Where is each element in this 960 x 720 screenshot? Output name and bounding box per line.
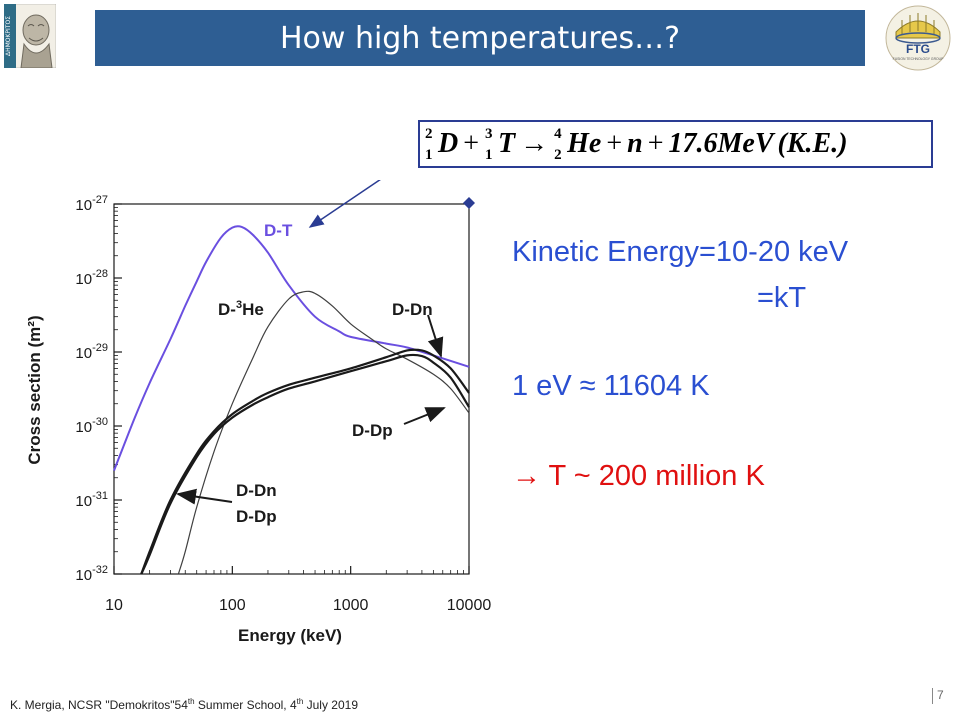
dd-left-arrow [176, 488, 233, 505]
demokritos-logo: ΔΗΜΟΚΡΙΤΟΣ [4, 4, 56, 68]
neutron-symbol: n [627, 128, 643, 159]
dhe-label-sup: 3 [236, 299, 242, 311]
ddn-left-label: D-Dn [236, 481, 277, 500]
x-tick-label: 100 [219, 597, 246, 614]
dhe-curve [177, 290, 470, 575]
kinetic-energy-label: (K.E.) [777, 128, 848, 159]
y-tick-label: 10-29 [75, 342, 108, 362]
deuterium-charge: 1 [425, 147, 433, 163]
footer-date: July 2019 [303, 698, 358, 712]
kinetic-energy-line2: =kT [757, 282, 806, 315]
corner-marker [463, 197, 475, 209]
x-tick-label: 10 [105, 597, 123, 614]
energy-value: 17.6MeV [668, 128, 774, 159]
dhe-label-post: He [242, 300, 264, 319]
footer-th-1: th [187, 697, 195, 706]
y-tick-label: 10-27 [75, 194, 108, 214]
footer-school: Summer School, 4 [194, 698, 297, 712]
footer: K. Mergia, NCSR "Demokritos"54th Summer … [10, 697, 358, 712]
dt-curve [113, 225, 470, 471]
ddp-right-arrow [403, 407, 446, 425]
y-tick-label: 10-28 [75, 268, 108, 288]
deuterium-symbol: D [438, 128, 459, 159]
ddp-left-label: D-Dp [236, 507, 277, 526]
temperature-line: → T ~ 200 million K [512, 460, 765, 493]
deuterium-mass: 2 [425, 126, 433, 142]
kinetic-energy-text: Kinetic Energy=10-20 keV [512, 236, 849, 268]
footer-author: K. Mergia, NCSR "Demokritos"54 [10, 698, 188, 712]
plus-sign-2: + [606, 128, 623, 159]
slide-title: How high temperatures…? [279, 20, 681, 56]
tritium-mass: 3 [485, 126, 493, 142]
kinetic-energy-line1: Kinetic Energy=10-20 keV [512, 236, 848, 269]
helium-mass: 4 [554, 126, 562, 142]
left-logo-text: ΔΗΜΟΚΡΙΤΟΣ [5, 16, 12, 56]
ev-conversion-text: 1 eV ≈ 11604 K [512, 370, 710, 402]
ddn-right-arrow [427, 314, 444, 358]
helium-charge: 2 [554, 147, 562, 163]
ev-conversion-line: 1 eV ≈ 11604 K [512, 370, 710, 403]
title-bar: How high temperatures…? [95, 10, 865, 66]
x-tick-label: 10000 [447, 597, 492, 614]
kt-text: =kT [757, 282, 807, 314]
y-axis-label: Cross section (m²) [25, 315, 44, 464]
x-axis-label: Energy (keV) [238, 626, 342, 645]
ddn-right-label: D-Dn [392, 300, 433, 319]
page-number: 7 [932, 688, 944, 704]
right-logo-text: FTG [906, 42, 930, 56]
ddp-right-label: D-Dp [352, 421, 393, 440]
ddn-curve [140, 348, 470, 575]
tritium-symbol: T [498, 128, 516, 159]
dt-label: D-T [264, 221, 293, 240]
reaction-arrow: → [520, 128, 549, 159]
dhe-label: D-3He [218, 299, 264, 319]
ftg-logo: FTG FUSION TECHNOLOGY GROUP [885, 5, 951, 71]
x-tick-label: 1000 [333, 597, 369, 614]
cross-section-chart: 10-32 10-31 10-30 10-29 10-28 10-27 10 100 1000… [25, 180, 492, 645]
footer-th-2: th [296, 697, 304, 706]
y-tick-label: 10-32 [75, 564, 108, 584]
y-tick-label: 10-31 [75, 490, 108, 510]
plus-sign-3: + [647, 128, 664, 159]
helium-symbol: He [567, 128, 602, 159]
y-tick-label: 10-30 [75, 416, 108, 436]
right-logo-subtext: FUSION TECHNOLOGY GROUP [893, 57, 944, 61]
plot-area [113, 203, 470, 575]
temperature-text: → T ~ 200 million K [512, 460, 765, 492]
tritium-charge: 1 [485, 147, 493, 163]
ddp-curve [140, 353, 470, 575]
equation-pointer-arrow [308, 180, 381, 228]
dhe-label-pre: D- [218, 300, 236, 319]
plus-sign-1: + [463, 128, 480, 159]
